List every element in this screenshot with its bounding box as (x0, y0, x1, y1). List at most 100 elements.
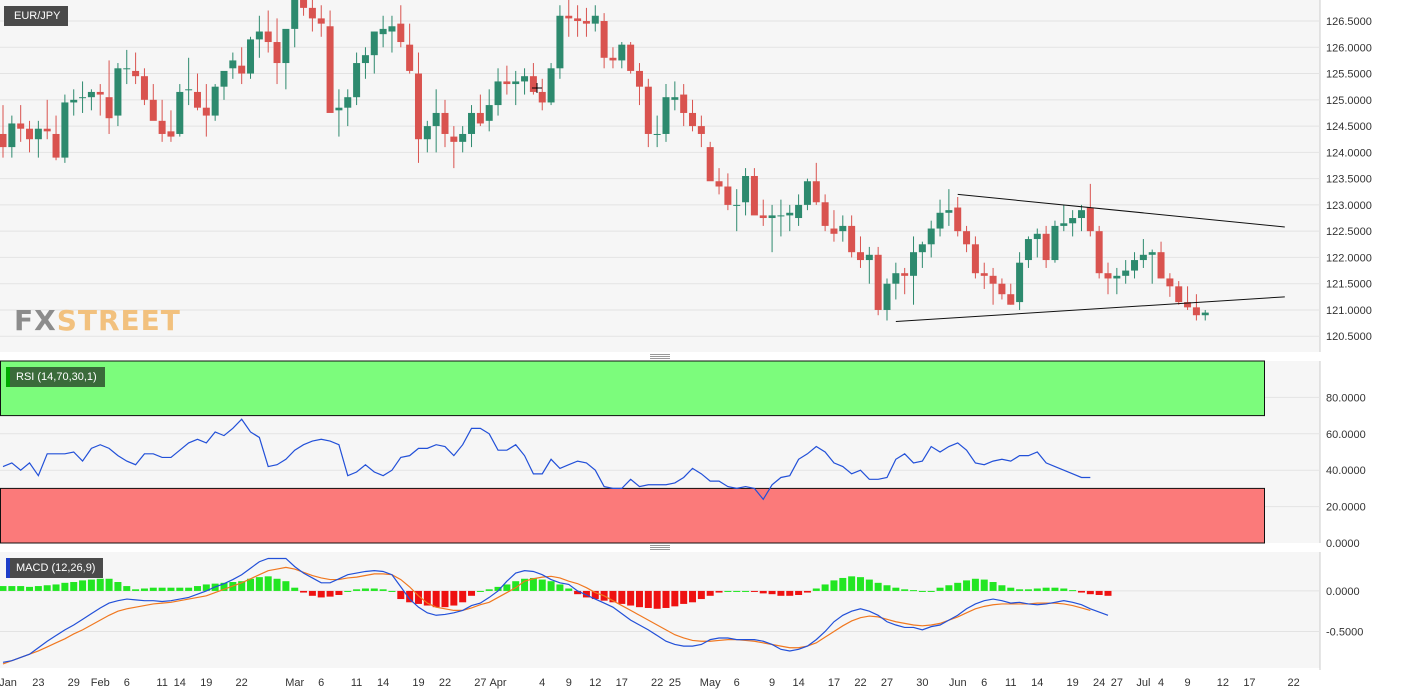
candle-down (300, 0, 308, 8)
candle-up (1033, 233, 1041, 240)
candle-down (503, 81, 511, 85)
histogram-bar-down (644, 590, 652, 608)
candle-up (335, 107, 343, 111)
candle-up (1148, 252, 1156, 255)
x-tick-label: 27 (1111, 677, 1123, 689)
x-tick-label: 22 (1288, 677, 1300, 689)
histogram-bar-up (1016, 589, 1024, 591)
x-tick-label: 22 (854, 677, 866, 689)
axis-labels: 120.5000 121.0000 121.5000 122.0000 122.5000… (0, 16, 1372, 689)
candle-down (848, 225, 856, 253)
histogram-bar-up (96, 578, 104, 591)
histogram-bar-up (529, 577, 537, 591)
histogram-bar-up (149, 587, 157, 591)
histogram-bar-up (193, 586, 201, 591)
candle-up (865, 254, 873, 261)
candle-down (627, 44, 635, 71)
candle-up (123, 68, 131, 70)
candle-down (476, 112, 484, 124)
candle-down (830, 228, 838, 234)
candle-up (370, 31, 378, 56)
rsi-label[interactable]: RSI (14,70,30,1) (6, 367, 105, 387)
candle-down (397, 23, 405, 43)
histogram-bar-up (105, 578, 113, 591)
macd-panel (0, 557, 1112, 665)
candle-up (556, 15, 564, 69)
histogram-bar-up (158, 587, 166, 591)
histogram-bar-up (565, 588, 573, 591)
histogram-bar-up (901, 589, 909, 591)
x-tick-label: 14 (792, 677, 804, 689)
candle-up (114, 68, 122, 116)
histogram-bar-down (609, 590, 617, 603)
candle-up (229, 60, 237, 69)
histogram-bar-down (777, 590, 785, 596)
histogram-bar-up (512, 581, 520, 591)
candle-up (220, 70, 228, 87)
candle-up (618, 44, 626, 61)
histogram-bar-down (706, 590, 714, 596)
candle-up (1113, 275, 1121, 279)
candle-down (132, 70, 140, 77)
histogram-bar-up (848, 576, 856, 591)
candle-down (202, 107, 210, 116)
candle-down (1104, 273, 1112, 279)
symbol-label[interactable]: EUR/JPY (4, 6, 69, 26)
candle-up (733, 204, 741, 206)
x-tick-label: 25 (669, 677, 681, 689)
y-tick-label: 0.0000 (1326, 538, 1360, 550)
histogram-bar-up (1024, 589, 1032, 591)
candle-up (459, 133, 467, 142)
histogram-bar-down (795, 590, 803, 595)
histogram-bar-up (927, 590, 935, 592)
candle-down (1166, 278, 1174, 287)
candle-up (918, 244, 926, 253)
trendlines (895, 193, 1285, 323)
candle-down (706, 147, 714, 182)
histogram-bar-up (742, 590, 750, 592)
candle-down (26, 128, 34, 140)
macd-label[interactable]: MACD (12,26,9) (6, 558, 104, 578)
x-tick-label: 17 (616, 677, 628, 689)
y-tick-label: 80.0000 (1326, 392, 1366, 404)
histogram-bar-up (264, 576, 272, 591)
histogram-bar-down (803, 590, 811, 593)
y-tick-label: 125.0000 (1326, 95, 1372, 107)
y-tick-label: 20.0000 (1326, 502, 1366, 514)
histogram-bar-up (892, 587, 900, 591)
candle-down (441, 112, 449, 134)
x-tick-label: 22 (236, 677, 248, 689)
histogram-bar-up (521, 578, 529, 591)
histogram-bar-up (503, 584, 511, 591)
x-tick-label: 9 (1184, 677, 1190, 689)
histogram-bar-down (574, 590, 582, 595)
y-tick-label: 124.0000 (1326, 147, 1372, 159)
histogram-bar-up (202, 584, 210, 591)
candle-up (282, 28, 290, 64)
x-tick-label: 6 (318, 677, 324, 689)
candle-up (8, 123, 16, 148)
x-tick-label: 14 (377, 677, 389, 689)
histogram-bar-up (971, 578, 979, 591)
x-tick-label: 19 (1067, 677, 1079, 689)
x-tick-label: 29 (68, 677, 80, 689)
candle-up (591, 15, 599, 24)
candle-down (1086, 207, 1094, 232)
histogram-bar-down (397, 590, 405, 600)
histogram-bar-up (980, 579, 988, 591)
y-tick-label: -0.5000 (1326, 626, 1363, 638)
histogram-bar-down (627, 590, 635, 606)
x-tick-label: 19 (412, 677, 424, 689)
histogram-bar-up (185, 587, 193, 591)
histogram-bar-up (874, 582, 882, 591)
candle-up (247, 39, 255, 74)
histogram-bar-down (768, 590, 776, 595)
histogram-bar-down (591, 590, 599, 600)
histogram-bar-up (220, 582, 228, 591)
candle-up (547, 68, 555, 103)
candle-up (927, 228, 935, 245)
histogram-bar-up (52, 584, 60, 591)
candle-up (936, 212, 944, 229)
candle-up (671, 97, 679, 100)
candle-up (176, 91, 184, 134)
